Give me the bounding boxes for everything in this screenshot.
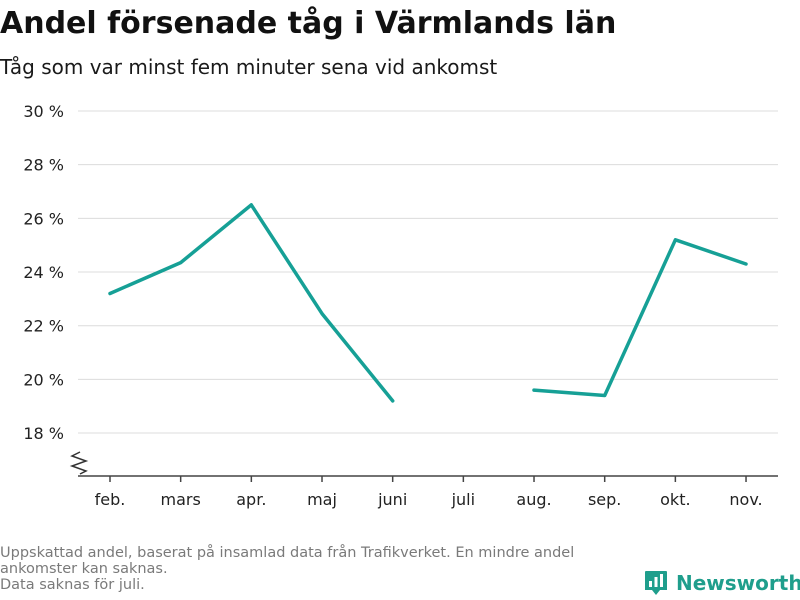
data-point <box>108 292 112 295</box>
y-tick-label: 24 % <box>23 263 64 282</box>
y-tick-label: 20 % <box>23 370 64 389</box>
chart-title: Andel försenade tåg i Värmlands län <box>0 6 617 41</box>
x-tick-label: juli <box>451 490 475 509</box>
x-tick-label: okt. <box>660 490 690 509</box>
data-point <box>532 388 536 392</box>
y-tick-label: 28 % <box>23 156 64 175</box>
chart-subtitle: Tåg som var minst fem minuter sena vid a… <box>0 55 498 79</box>
newsworthy-logo-icon <box>645 571 667 595</box>
newsworthy-brand[interactable]: Newsworthy <box>644 569 800 597</box>
x-tick-label: sep. <box>588 490 621 509</box>
x-tick-label: nov. <box>729 490 762 509</box>
y-tick-label: 22 % <box>23 317 64 336</box>
footnote-line: Data saknas för juli. <box>0 577 145 593</box>
x-tick-label: juni <box>377 490 407 509</box>
line-chart: 18 % 20 % 22 % 24 % 26 % 28 % 30 % feb. mars apr.… <box>23 102 778 509</box>
footnote-line: Uppskattad andel, baserat på insamlad da… <box>0 545 575 561</box>
data-point <box>744 262 748 266</box>
data-point <box>603 393 607 397</box>
x-tick-label: feb. <box>95 490 126 509</box>
brand-name: Newsworthy <box>676 571 800 595</box>
footnote: Uppskattad andel, baserat på insamlad da… <box>0 545 640 593</box>
axis-break-icon <box>69 451 89 475</box>
x-tick-label: apr. <box>236 490 266 509</box>
data-point <box>249 203 253 207</box>
series-line <box>532 238 748 398</box>
x-tick-label: mars <box>161 490 201 509</box>
y-tick-label: 26 % <box>23 209 64 228</box>
y-tick-label: 30 % <box>23 102 64 121</box>
data-point <box>320 312 324 316</box>
x-tick-label: aug. <box>516 490 551 509</box>
data-point <box>391 399 395 403</box>
series-line <box>108 203 395 403</box>
data-point <box>673 238 677 242</box>
footnote-line: ankomster kan saknas. <box>0 561 168 577</box>
y-tick-label: 18 % <box>23 424 64 443</box>
data-point <box>179 261 183 265</box>
x-tick-label: maj <box>307 490 337 509</box>
